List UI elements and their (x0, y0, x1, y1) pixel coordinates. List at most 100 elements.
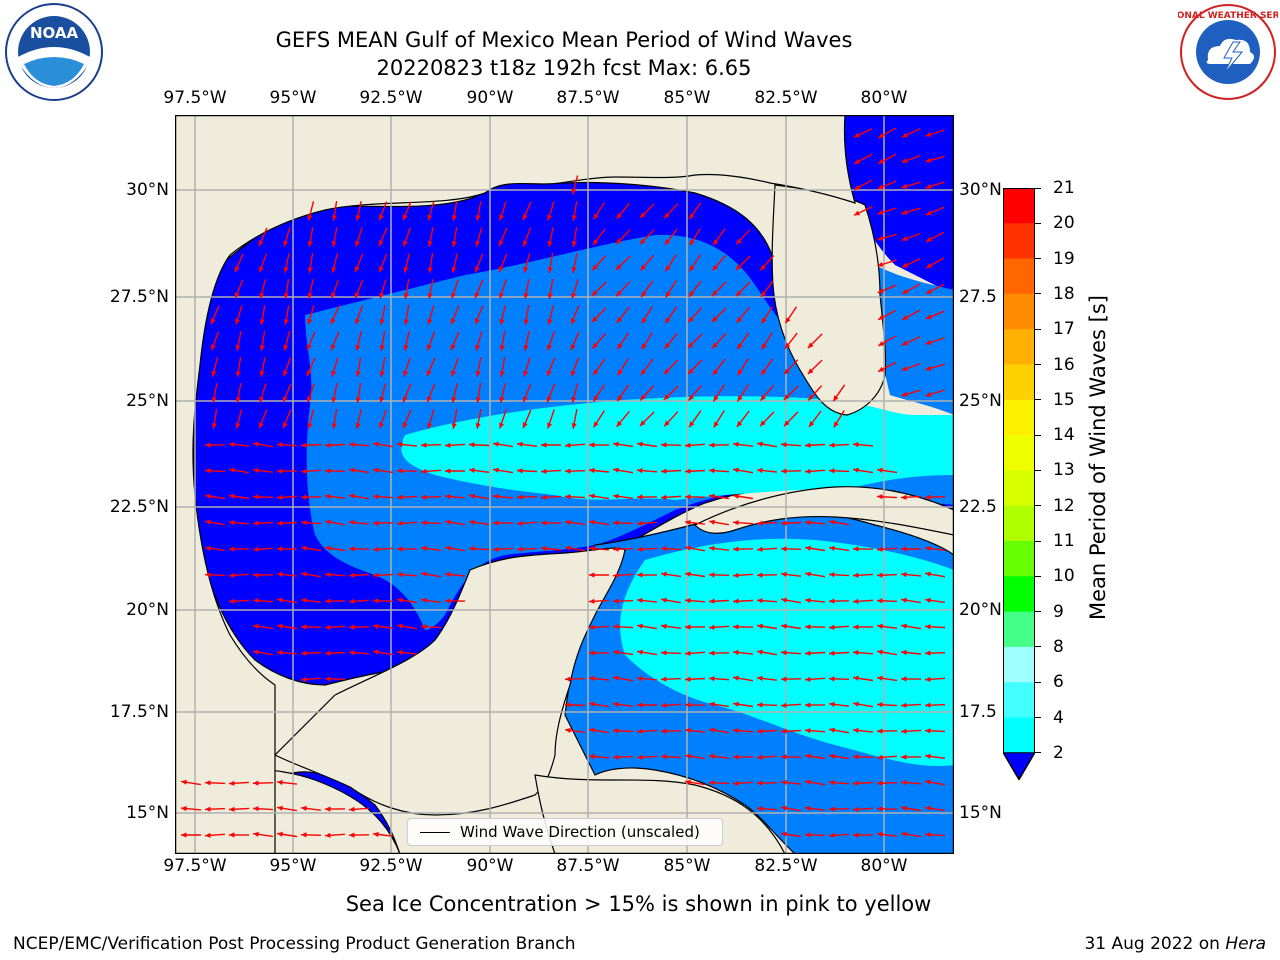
wind-arrow (499, 330, 506, 352)
wind-arrow (591, 255, 607, 271)
colorbar-tick-mark (1035, 611, 1041, 613)
wind-arrow (444, 598, 466, 604)
wind-arrow (283, 278, 290, 300)
yucatan-land (273, 547, 626, 816)
wind-arrow (379, 305, 386, 325)
wind-arrow (616, 332, 630, 350)
colorbar-tick-label: 16 (1053, 354, 1075, 375)
wind-arrow (499, 383, 506, 403)
wind-arrow (378, 409, 388, 429)
wind-arrow (639, 411, 655, 427)
wind-arrow (688, 254, 702, 272)
colorbar-tick-mark (1035, 328, 1041, 330)
wind-arrow (925, 231, 945, 243)
wind-arrow (300, 442, 322, 448)
wind-arrow (258, 253, 268, 273)
wind-arrow (613, 649, 633, 656)
colorbar-segment (1003, 611, 1035, 648)
wind-arrow (636, 520, 658, 526)
wind-arrow (780, 831, 802, 838)
wind-arrow (756, 623, 778, 630)
wind-arrow (475, 201, 482, 221)
wind-arrow (877, 233, 897, 241)
wind-arrow (689, 228, 701, 246)
lon-tick-bottom: 92.5°W (359, 856, 423, 876)
map-svg (174, 114, 955, 855)
wind-arrow (451, 200, 458, 222)
colorbar-tick-label: 20 (1053, 213, 1075, 234)
wind-arrow (852, 650, 874, 656)
wind-arrow (639, 229, 655, 245)
legend-box: Wind Wave Direction (unscaled) (407, 818, 723, 846)
wind-arrow (804, 650, 826, 656)
wind-arrow (852, 780, 874, 786)
lat-tick-right: 20°N (959, 600, 1002, 620)
wind-arrow (660, 597, 682, 604)
wind-arrow (300, 624, 322, 630)
wind-arrow (499, 356, 506, 378)
wind-arrow (588, 493, 610, 500)
wind-arrow (612, 546, 634, 552)
wind-arrow (616, 306, 630, 324)
wind-arrow (853, 179, 873, 191)
wind-arrow (900, 754, 922, 760)
wind-arrow (736, 306, 750, 324)
wind-arrow (475, 357, 482, 377)
lat-tick-right: 15°N (959, 803, 1002, 823)
colorbar-tick-mark (1035, 681, 1041, 683)
wind-arrow (210, 331, 220, 351)
wind-arrow (228, 572, 250, 578)
wind-arrow (498, 227, 508, 247)
colorbar-segment (1003, 505, 1035, 542)
wind-arrow (756, 702, 778, 708)
wind-arrow (901, 232, 921, 242)
wind-arrow (637, 702, 657, 708)
wind-arrow (736, 384, 750, 402)
lon-tick-top: 97.5°W (163, 88, 227, 108)
wind-arrow (684, 779, 706, 786)
wind-arrow (276, 650, 298, 656)
colorbar-segment (1003, 470, 1035, 507)
wind-arrow (283, 305, 290, 325)
wind-arrow (781, 571, 801, 577)
wind-arrow (780, 650, 802, 656)
wind-arrow (403, 357, 411, 377)
wind-arrow (709, 545, 729, 551)
wind-arrow (900, 805, 922, 812)
wind-arrow (379, 357, 386, 377)
wind-arrow (685, 727, 705, 734)
wind-arrow (252, 441, 274, 448)
sea-ice-note: Sea Ice Concentration > 15% is shown in … (345, 892, 932, 916)
wind-arrow (324, 572, 346, 578)
wind-arrow (282, 357, 292, 377)
map-frame (174, 114, 955, 855)
wind-arrow (252, 520, 274, 526)
wind-arrow (211, 408, 218, 430)
wind-arrow (732, 520, 754, 526)
wind-arrow (708, 572, 730, 578)
wind-arrow (235, 409, 243, 429)
wind-arrow (900, 728, 922, 734)
wind-arrow (828, 806, 850, 812)
colorbar (1002, 188, 1036, 781)
lat-tick-left: 17.5°N (109, 702, 169, 722)
wind-arrow (420, 520, 442, 526)
wind-arrow (330, 331, 340, 351)
wind-arrow (516, 468, 538, 474)
wind-arrow (228, 520, 250, 526)
wind-arrow (688, 410, 702, 428)
wind-arrow (396, 623, 418, 630)
wind-arrow (760, 358, 774, 376)
wind-arrow (324, 442, 346, 448)
wind-arrow (276, 494, 298, 500)
wind-arrow (613, 493, 633, 499)
wind-arrow (444, 442, 466, 448)
wind-arrow (900, 597, 922, 604)
wind-arrow (781, 779, 801, 786)
gulf-6-8s-band (401, 396, 954, 500)
colorbar-tick-mark (1035, 540, 1041, 542)
wind-arrow (593, 384, 605, 402)
wind-arrow (876, 754, 898, 760)
wind-arrow (427, 305, 435, 325)
wind-arrow (804, 468, 826, 474)
